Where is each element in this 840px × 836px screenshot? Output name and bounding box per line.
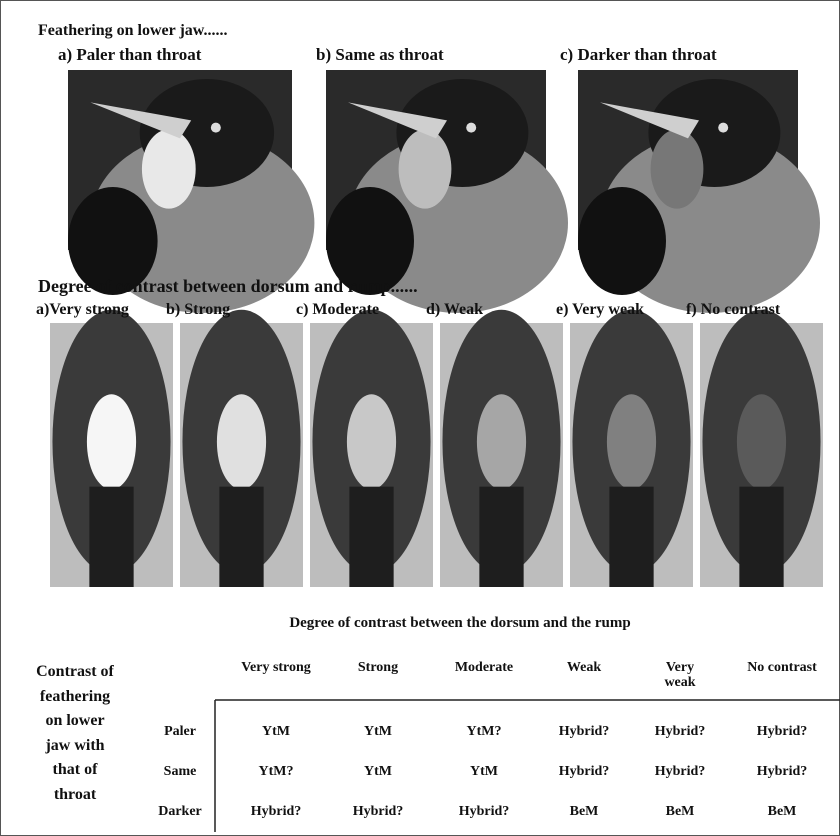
section-title: Feathering on lower jaw...... [38,22,227,40]
panel-label: b) Same as throat [316,45,444,65]
row-header: throat [10,786,140,804]
photo-part [718,123,728,133]
row-header: feathering [10,688,140,706]
column-header: Very strong [228,660,324,675]
panel-label: c) Moderate [296,301,379,319]
row-header: jaw with [10,737,140,755]
row-header: that of [10,761,140,779]
cell: Hybrid? [635,764,725,780]
cell: Hybrid? [439,804,529,820]
cell: YtM? [439,724,529,740]
row-header: on lower [10,712,140,730]
cell: BeM [539,804,629,820]
table-title: Degree of contrast between the dorsum an… [289,615,630,632]
row-label: Same [140,764,220,780]
row-label: Darker [140,804,220,820]
photo-part [217,394,266,489]
row-label: Paler [140,724,220,740]
cell: BeM [635,804,725,820]
photo-part [651,129,704,208]
figure: Feathering on lower jaw...... a) Paler t… [0,0,840,836]
cell: YtM [333,724,423,740]
cell: Hybrid? [231,804,321,820]
photo-part [142,129,196,208]
photo-part [219,487,263,587]
cell: Hybrid? [333,804,423,820]
section-title: Degree of contrast between dorsum and ru… [38,276,418,297]
photo-part [739,487,783,587]
cell: YtM [439,764,529,780]
photo-part [578,187,666,295]
cell: YtM [333,764,423,780]
panel-label: d) Weak [426,301,483,319]
panel-label: b) Strong [166,301,230,319]
photo-part [87,394,136,489]
panel-label: f) No contrast [686,301,780,319]
panel-label: a) Paler than throat [58,45,201,65]
cell: Hybrid? [539,764,629,780]
cell: Hybrid? [737,764,827,780]
column-header: No contrast [734,660,830,675]
photo-part [347,394,396,489]
cell: Hybrid? [737,724,827,740]
photo-part [399,129,452,208]
panel-label: e) Very weak [556,301,644,319]
photo-part [479,487,523,587]
photo-part [737,394,786,489]
cell: Hybrid? [635,724,725,740]
cell: YtM? [231,764,321,780]
photo-part [477,394,526,489]
cell: Hybrid? [539,724,629,740]
photo-part [349,487,393,587]
row-header: Contrast of [10,663,140,681]
column-header: Moderate [436,660,532,675]
photos [0,0,840,836]
photo-part [609,487,653,587]
column-header: Very weak [655,660,705,690]
cell: BeM [737,804,827,820]
panel-label: c) Darker than throat [560,45,717,65]
photo-part [466,123,476,133]
cell: YtM [231,724,321,740]
photo-part [89,487,133,587]
column-header: Weak [536,660,632,675]
photo-part [607,394,656,489]
column-header: Strong [330,660,426,675]
photo-part [211,123,221,133]
panel-label: a)Very strong [36,301,129,319]
